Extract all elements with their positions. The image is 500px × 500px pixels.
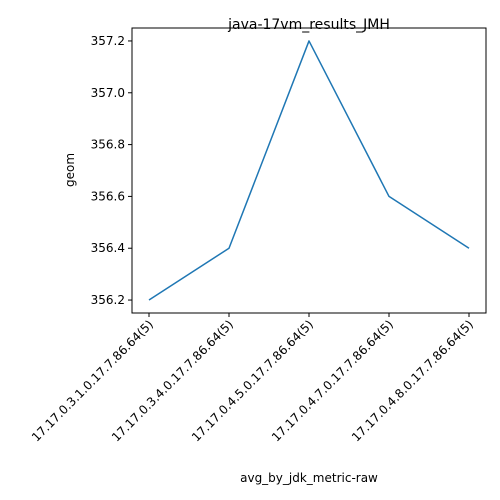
series-line	[148, 40, 470, 301]
series-group	[148, 40, 470, 301]
y-tick-label: 356.8	[91, 138, 125, 152]
y-axis: 356.2 356.4 356.6 356.8 357.0 357.2	[91, 34, 132, 307]
x-axis-label: avg_by_jdk_metric-raw	[240, 471, 378, 485]
y-tick-label: 356.4	[91, 241, 125, 255]
y-tick-label: 357.0	[91, 86, 125, 100]
chart-title: java-17vm_results_JMH	[227, 17, 390, 33]
x-axis: 17.17.0.3.1.0.17.7.86.64(5)17.17.0.3.4.0…	[29, 313, 476, 444]
y-axis-label: geom	[63, 153, 77, 187]
y-tick-label: 357.2	[91, 34, 125, 48]
y-tick-label: 356.6	[91, 189, 125, 203]
plot-area	[131, 27, 487, 314]
y-tick-label: 356.2	[91, 293, 125, 307]
